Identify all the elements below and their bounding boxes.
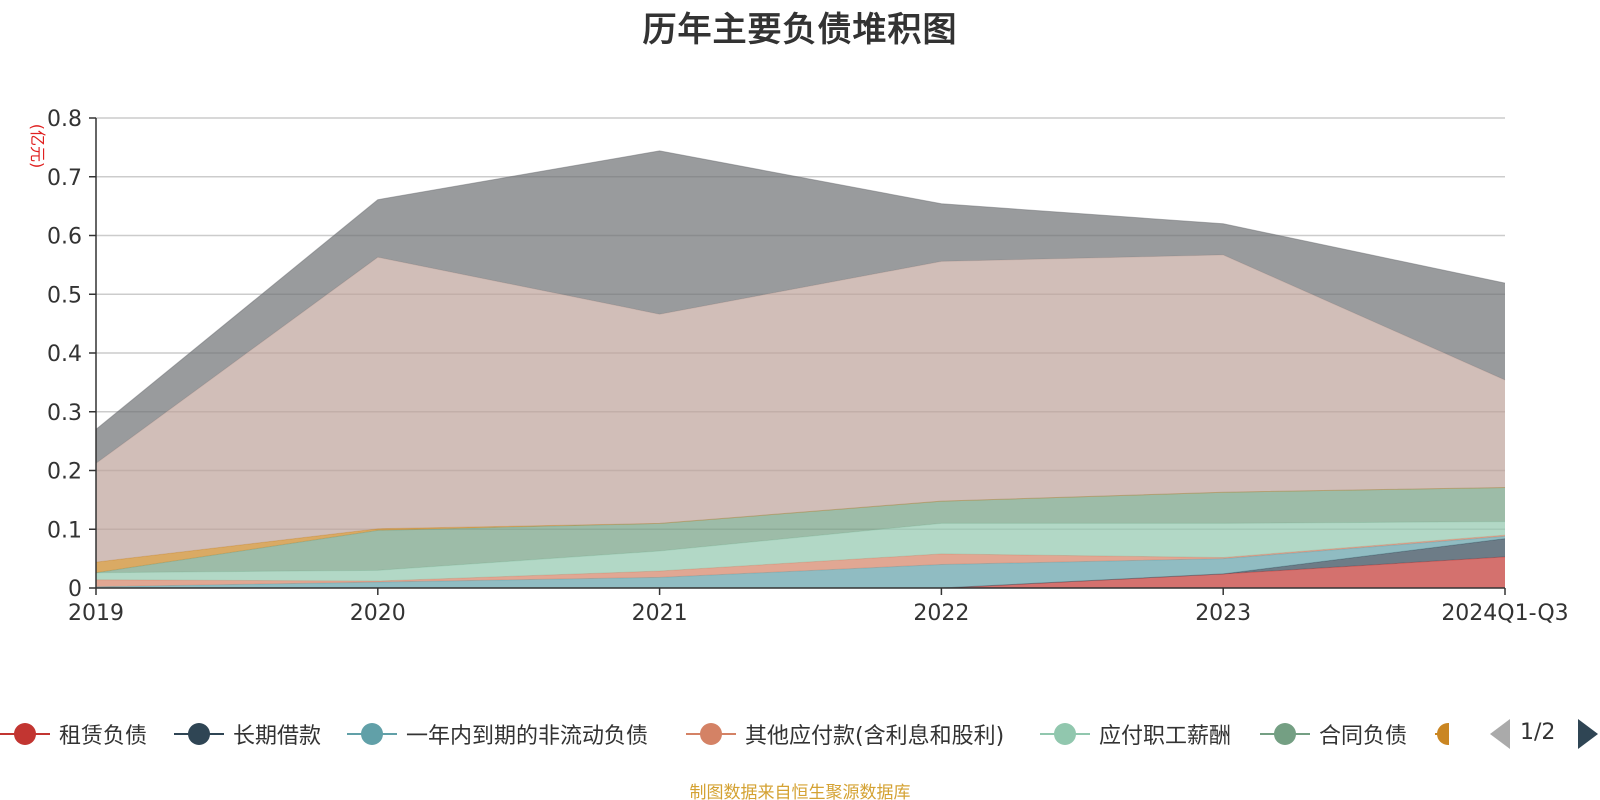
y-tick-label: 0.4 [47,342,82,367]
legend-item-label: 一年内到期的非流动负债 [406,724,649,749]
legend-item-label: 其他应付款(含利息和股利) [745,724,1005,749]
legend-item-label: 合同负债 [1319,724,1408,749]
y-tick-label: 0.8 [47,107,82,132]
area-series-edge-9 [95,150,1506,430]
area-series-6[interactable] [96,487,1505,573]
area-series-7[interactable] [96,487,1505,573]
legend-item-label: 长期借款 [233,724,322,749]
y-tick-label: 0 [68,577,82,602]
legend-pager: 1/2 [1490,716,1600,752]
y-tick-label: 0.3 [47,401,82,426]
area-series-8[interactable] [96,254,1505,563]
area-series-5[interactable] [96,521,1505,581]
legend-item-1[interactable]: 租赁负债 [0,716,147,752]
legend-symbol-icon [0,716,50,752]
axes: 0 0.1 0.2 0.3 0.4 0.5 0.6 0.7 0.8 2019 2020 2021 202… [47,107,1569,626]
x-tick-label: 2020 [350,601,406,626]
y-tick-label: 0.7 [47,166,82,191]
legend-item-2[interactable]: 长期借款 [174,716,321,752]
area-series-layer [95,150,1506,589]
legend-symbol-icon [347,716,397,752]
legend: 租赁负债 长期借款 一年内到期的非流动负债 其他应付款(含利息和股利) 应付职工薪酬 合同… [0,716,1600,752]
legend-next-page-button[interactable] [1578,719,1598,749]
y-axis-unit-label: (亿元) [28,124,47,169]
area-series-9[interactable] [96,150,1505,464]
source-note: 制图数据来自恒生聚源数据库 [689,783,911,800]
area-series-3[interactable] [96,536,1505,588]
legend-prev-page-button[interactable] [1490,719,1510,749]
legend-item-4[interactable]: 其他应付款(含利息和股利) [686,716,1004,752]
chart-title: 历年主要负债堆积图 [642,10,958,50]
y-tick-label: 0.1 [47,518,82,543]
x-tick-label: 2019 [68,601,124,626]
area-series-1[interactable] [96,556,1505,588]
x-tick-label: 2023 [1195,601,1251,626]
legend-item-3[interactable]: 一年内到期的非流动负债 [347,716,648,752]
x-tick-label: 2022 [913,601,969,626]
y-tick-label: 0.5 [47,283,82,308]
y-tick-label: 0.6 [47,225,82,250]
legend-symbol-icon [1435,716,1449,752]
legend-symbol-icon [174,716,224,752]
legend-symbol-icon [1260,716,1310,752]
x-tick-label: 2021 [632,601,688,626]
legend-item-5[interactable]: 应付职工薪酬 [1040,716,1231,752]
legend-item-label: 租赁负债 [59,724,148,749]
legend-item-6[interactable]: 合同负债 [1260,716,1407,752]
legend-item-label: 应付职工薪酬 [1099,724,1232,749]
y-tick-label: 0.2 [47,460,82,485]
area-series-4[interactable] [96,535,1505,587]
x-tick-label: 2024Q1-Q3 [1441,601,1568,626]
legend-item-7-clipped[interactable] [1435,716,1480,752]
legend-symbol-icon [1040,716,1090,752]
legend-symbol-icon [686,716,736,752]
legend-page-indicator: 1/2 [1520,720,1556,745]
